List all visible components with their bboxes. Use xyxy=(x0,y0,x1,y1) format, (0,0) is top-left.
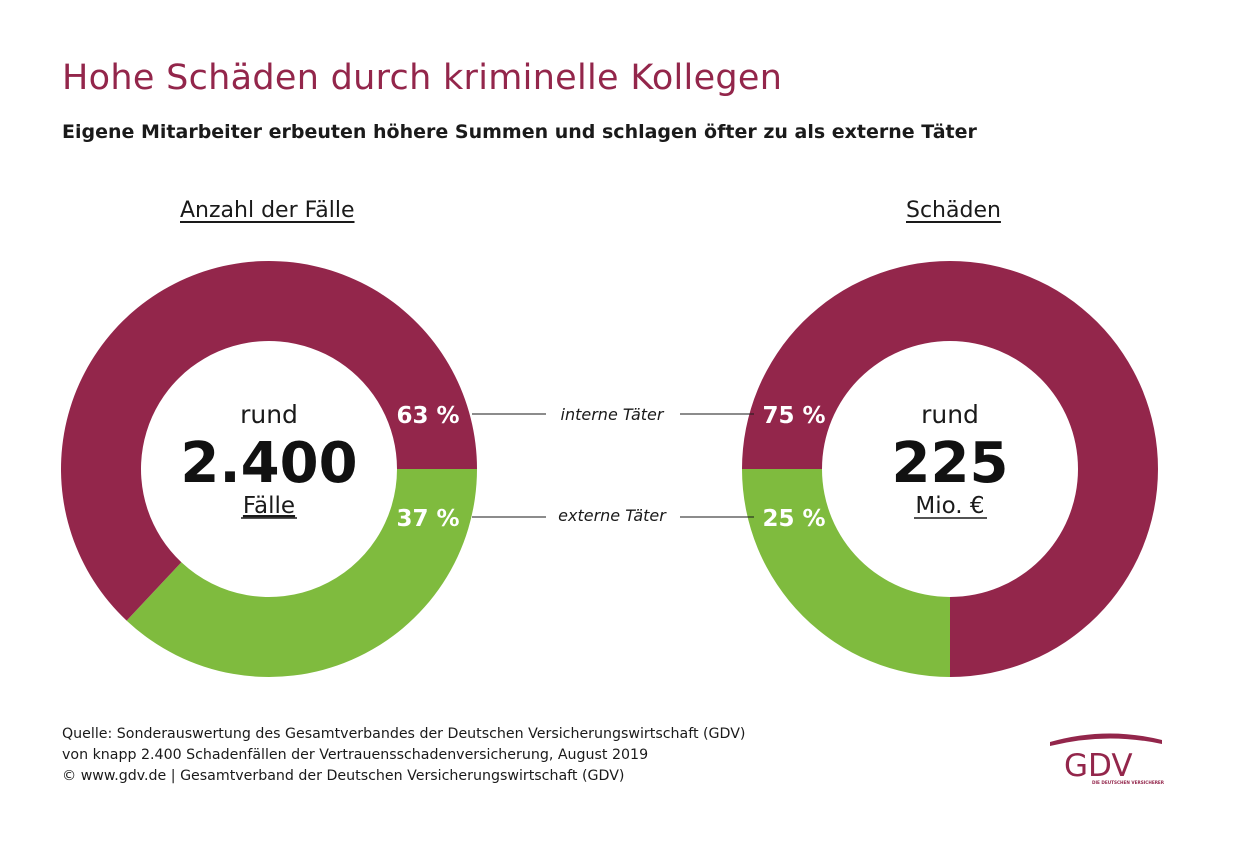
gdv-logo: GDV DIE DEUTSCHEN VERSICHERER xyxy=(1050,733,1165,785)
logo-text: GDV xyxy=(1064,748,1133,784)
slice-damages-external xyxy=(742,469,950,677)
logo-arc xyxy=(1050,733,1162,746)
legend-internal: interne Täter xyxy=(561,405,665,424)
source-footer: Quelle: Sonderauswertung des Gesamtverba… xyxy=(62,724,745,787)
slice-cases-external xyxy=(126,469,478,678)
donut-cases xyxy=(61,261,478,678)
center-value-cases: 2.400 xyxy=(180,431,357,496)
source-line-1: Quelle: Sonderauswertung des Gesamtverba… xyxy=(62,726,746,742)
logo-tagline: DIE DEUTSCHEN VERSICHERER xyxy=(1092,780,1165,785)
center-prefix-damages: rund xyxy=(921,400,979,429)
donut-damages xyxy=(742,261,1158,677)
pct-label-cases-internal: 63 % xyxy=(396,403,459,429)
chart-title-damages: Schäden xyxy=(906,198,1001,223)
pct-label-damages-external: 25 % xyxy=(762,506,825,532)
center-prefix-cases: rund xyxy=(240,400,298,429)
center-unit-cases: Fälle xyxy=(243,493,295,519)
center-value-damages: 225 xyxy=(892,431,1009,496)
legend-external: externe Täter xyxy=(558,506,667,525)
page-title: Hohe Schäden durch kriminelle Kollegen xyxy=(62,58,783,98)
pct-label-cases-external: 37 % xyxy=(396,506,459,532)
chart-title-cases: Anzahl der Fälle xyxy=(180,198,355,223)
center-unit-damages: Mio. € xyxy=(915,493,984,519)
pct-label-damages-internal: 75 % xyxy=(762,403,825,429)
slice-cases-internal xyxy=(61,261,478,621)
slice-damages-internal xyxy=(742,261,1158,677)
source-line-2: von knapp 2.400 Schadenfällen der Vertra… xyxy=(62,747,649,763)
copyright-line: © www.gdv.de | Gesamtverband der Deutsch… xyxy=(62,768,625,784)
page-subtitle: Eigene Mitarbeiter erbeuten höhere Summe… xyxy=(62,121,977,143)
